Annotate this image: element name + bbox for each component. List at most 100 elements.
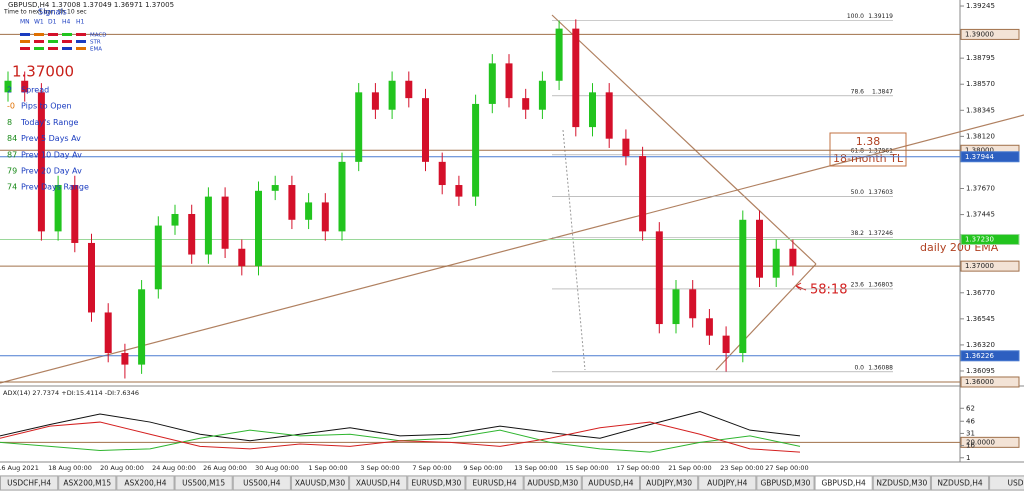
signal-dot <box>76 40 86 43</box>
candle-body <box>4 80 12 93</box>
info-label: Prev 10 Day Av <box>21 150 82 159</box>
candle-body <box>488 63 496 104</box>
tab-label[interactable]: US500,M15 <box>182 479 225 488</box>
candle-body <box>455 185 463 197</box>
candle-body <box>722 335 730 354</box>
info-value: 2 <box>7 86 12 95</box>
signal-dot <box>48 40 58 43</box>
trend-line <box>0 114 1024 384</box>
x-tick-label: 18 Aug 00:00 <box>48 464 92 472</box>
signals-title: Signals <box>38 8 67 17</box>
tab[interactable] <box>290 475 350 491</box>
fib-anchor <box>562 129 586 371</box>
tab-label[interactable]: XAUUSD,H4 <box>356 479 401 488</box>
tab-label[interactable]: AUDUSD,M30 <box>527 479 578 488</box>
candle-body <box>655 231 663 325</box>
tab-label[interactable]: NZDUSD,H4 <box>937 479 983 488</box>
signal-dot <box>62 33 72 36</box>
tab-label[interactable]: USDCHF,H4 <box>7 479 51 488</box>
y-tick-label: 16 <box>966 442 975 450</box>
tab-label[interactable]: AUDUSD,H4 <box>588 479 633 488</box>
price-label: 1.37000 <box>12 63 74 81</box>
info-value: 8 <box>7 118 12 127</box>
tab[interactable] <box>407 475 466 491</box>
y-tick-label: 1.37670 <box>966 185 995 193</box>
tab-label[interactable]: AUDJPY,H4 <box>707 479 748 488</box>
tab[interactable] <box>640 475 699 491</box>
x-tick-label: 27 Sep 00:00 <box>765 464 808 472</box>
tab[interactable] <box>756 475 815 491</box>
level-box <box>960 28 1020 40</box>
signal-dot <box>34 33 44 36</box>
info-label: Prev Days Range <box>21 183 89 192</box>
tab[interactable] <box>698 475 757 491</box>
candle-body <box>522 98 530 110</box>
tab-label[interactable]: AUDJPY,M30 <box>646 479 692 488</box>
tab-label[interactable]: ASX200,H4 <box>124 479 166 488</box>
level-box <box>960 260 1020 272</box>
signal-dot <box>20 47 30 50</box>
tab[interactable] <box>58 475 117 491</box>
y-tick-label: 1.38570 <box>966 80 995 88</box>
fib-level: 78.6 <box>851 88 865 95</box>
tab[interactable] <box>872 475 931 491</box>
tab-label[interactable]: ASX200,M15 <box>63 479 111 488</box>
tab[interactable] <box>232 475 291 491</box>
x-tick-label: 3 Sep 00:00 <box>360 464 399 472</box>
tab-label[interactable]: XAUUSD,M30 <box>295 479 345 488</box>
signal-dot <box>34 40 44 43</box>
candle-body <box>438 161 446 186</box>
level-label: 1.38000 <box>965 146 994 154</box>
annotation: 1.38 <box>856 135 881 148</box>
info-label: Prev 20 Day Av <box>21 167 82 176</box>
candle-body <box>538 80 546 110</box>
fib-level: 100.0 <box>847 13 864 20</box>
tab-label[interactable]: EURUSD,M30 <box>411 479 461 488</box>
tab[interactable] <box>523 475 582 491</box>
tab-label[interactable]: US500,H4 <box>243 479 281 488</box>
tab[interactable] <box>349 475 408 491</box>
level-box <box>960 376 1020 388</box>
tab-label[interactable]: GBPUSD,H4 <box>821 479 866 488</box>
fib-price: 1.37603 <box>868 189 893 196</box>
signal-dot <box>62 40 72 43</box>
info-value: 87 <box>7 150 17 159</box>
candle-body <box>71 185 79 243</box>
level-box <box>960 233 1020 245</box>
tab[interactable] <box>174 475 233 491</box>
info-label: Prev 5 Days Av <box>21 134 81 143</box>
signal-dot <box>20 33 30 36</box>
y-tick-label: 1.38345 <box>966 106 995 114</box>
fib-price: 1.37246 <box>868 230 893 237</box>
tab[interactable] <box>0 475 59 491</box>
signal-dot <box>20 40 30 43</box>
y-tick-label: 1.37445 <box>966 211 995 219</box>
level-label: 1.36000 <box>965 378 994 386</box>
signal-row: STR <box>90 40 101 46</box>
candle-body <box>388 80 396 110</box>
indicator-line <box>0 410 801 442</box>
signal-period: W1 <box>34 19 44 26</box>
tab-label[interactable]: EURUSD,H4 <box>472 479 516 488</box>
candle-body <box>221 196 229 249</box>
tab[interactable] <box>581 475 640 491</box>
level-label: 1.37230 <box>965 235 994 243</box>
info-value: -0 <box>7 102 15 111</box>
candle-body <box>772 248 780 278</box>
tab[interactable] <box>814 475 873 491</box>
tab[interactable] <box>116 475 175 491</box>
candle-body <box>605 92 613 139</box>
y-tick-label: 1.38795 <box>966 54 995 62</box>
tab[interactable] <box>930 475 990 491</box>
candle-body <box>188 213 196 255</box>
candle-body <box>37 92 45 232</box>
tab-label[interactable]: GBPUSD,M30 <box>761 479 811 488</box>
tab[interactable] <box>989 475 1024 491</box>
tab[interactable] <box>465 475 524 491</box>
tab-label[interactable]: NZDUSD,M30 <box>876 479 927 488</box>
tab-label[interactable]: USDC <box>1008 479 1024 488</box>
x-tick-label: 30 Aug 00:00 <box>255 464 299 472</box>
fib-price: 1.37961 <box>868 147 893 154</box>
x-tick-label: 13 Sep 00:00 <box>514 464 557 472</box>
